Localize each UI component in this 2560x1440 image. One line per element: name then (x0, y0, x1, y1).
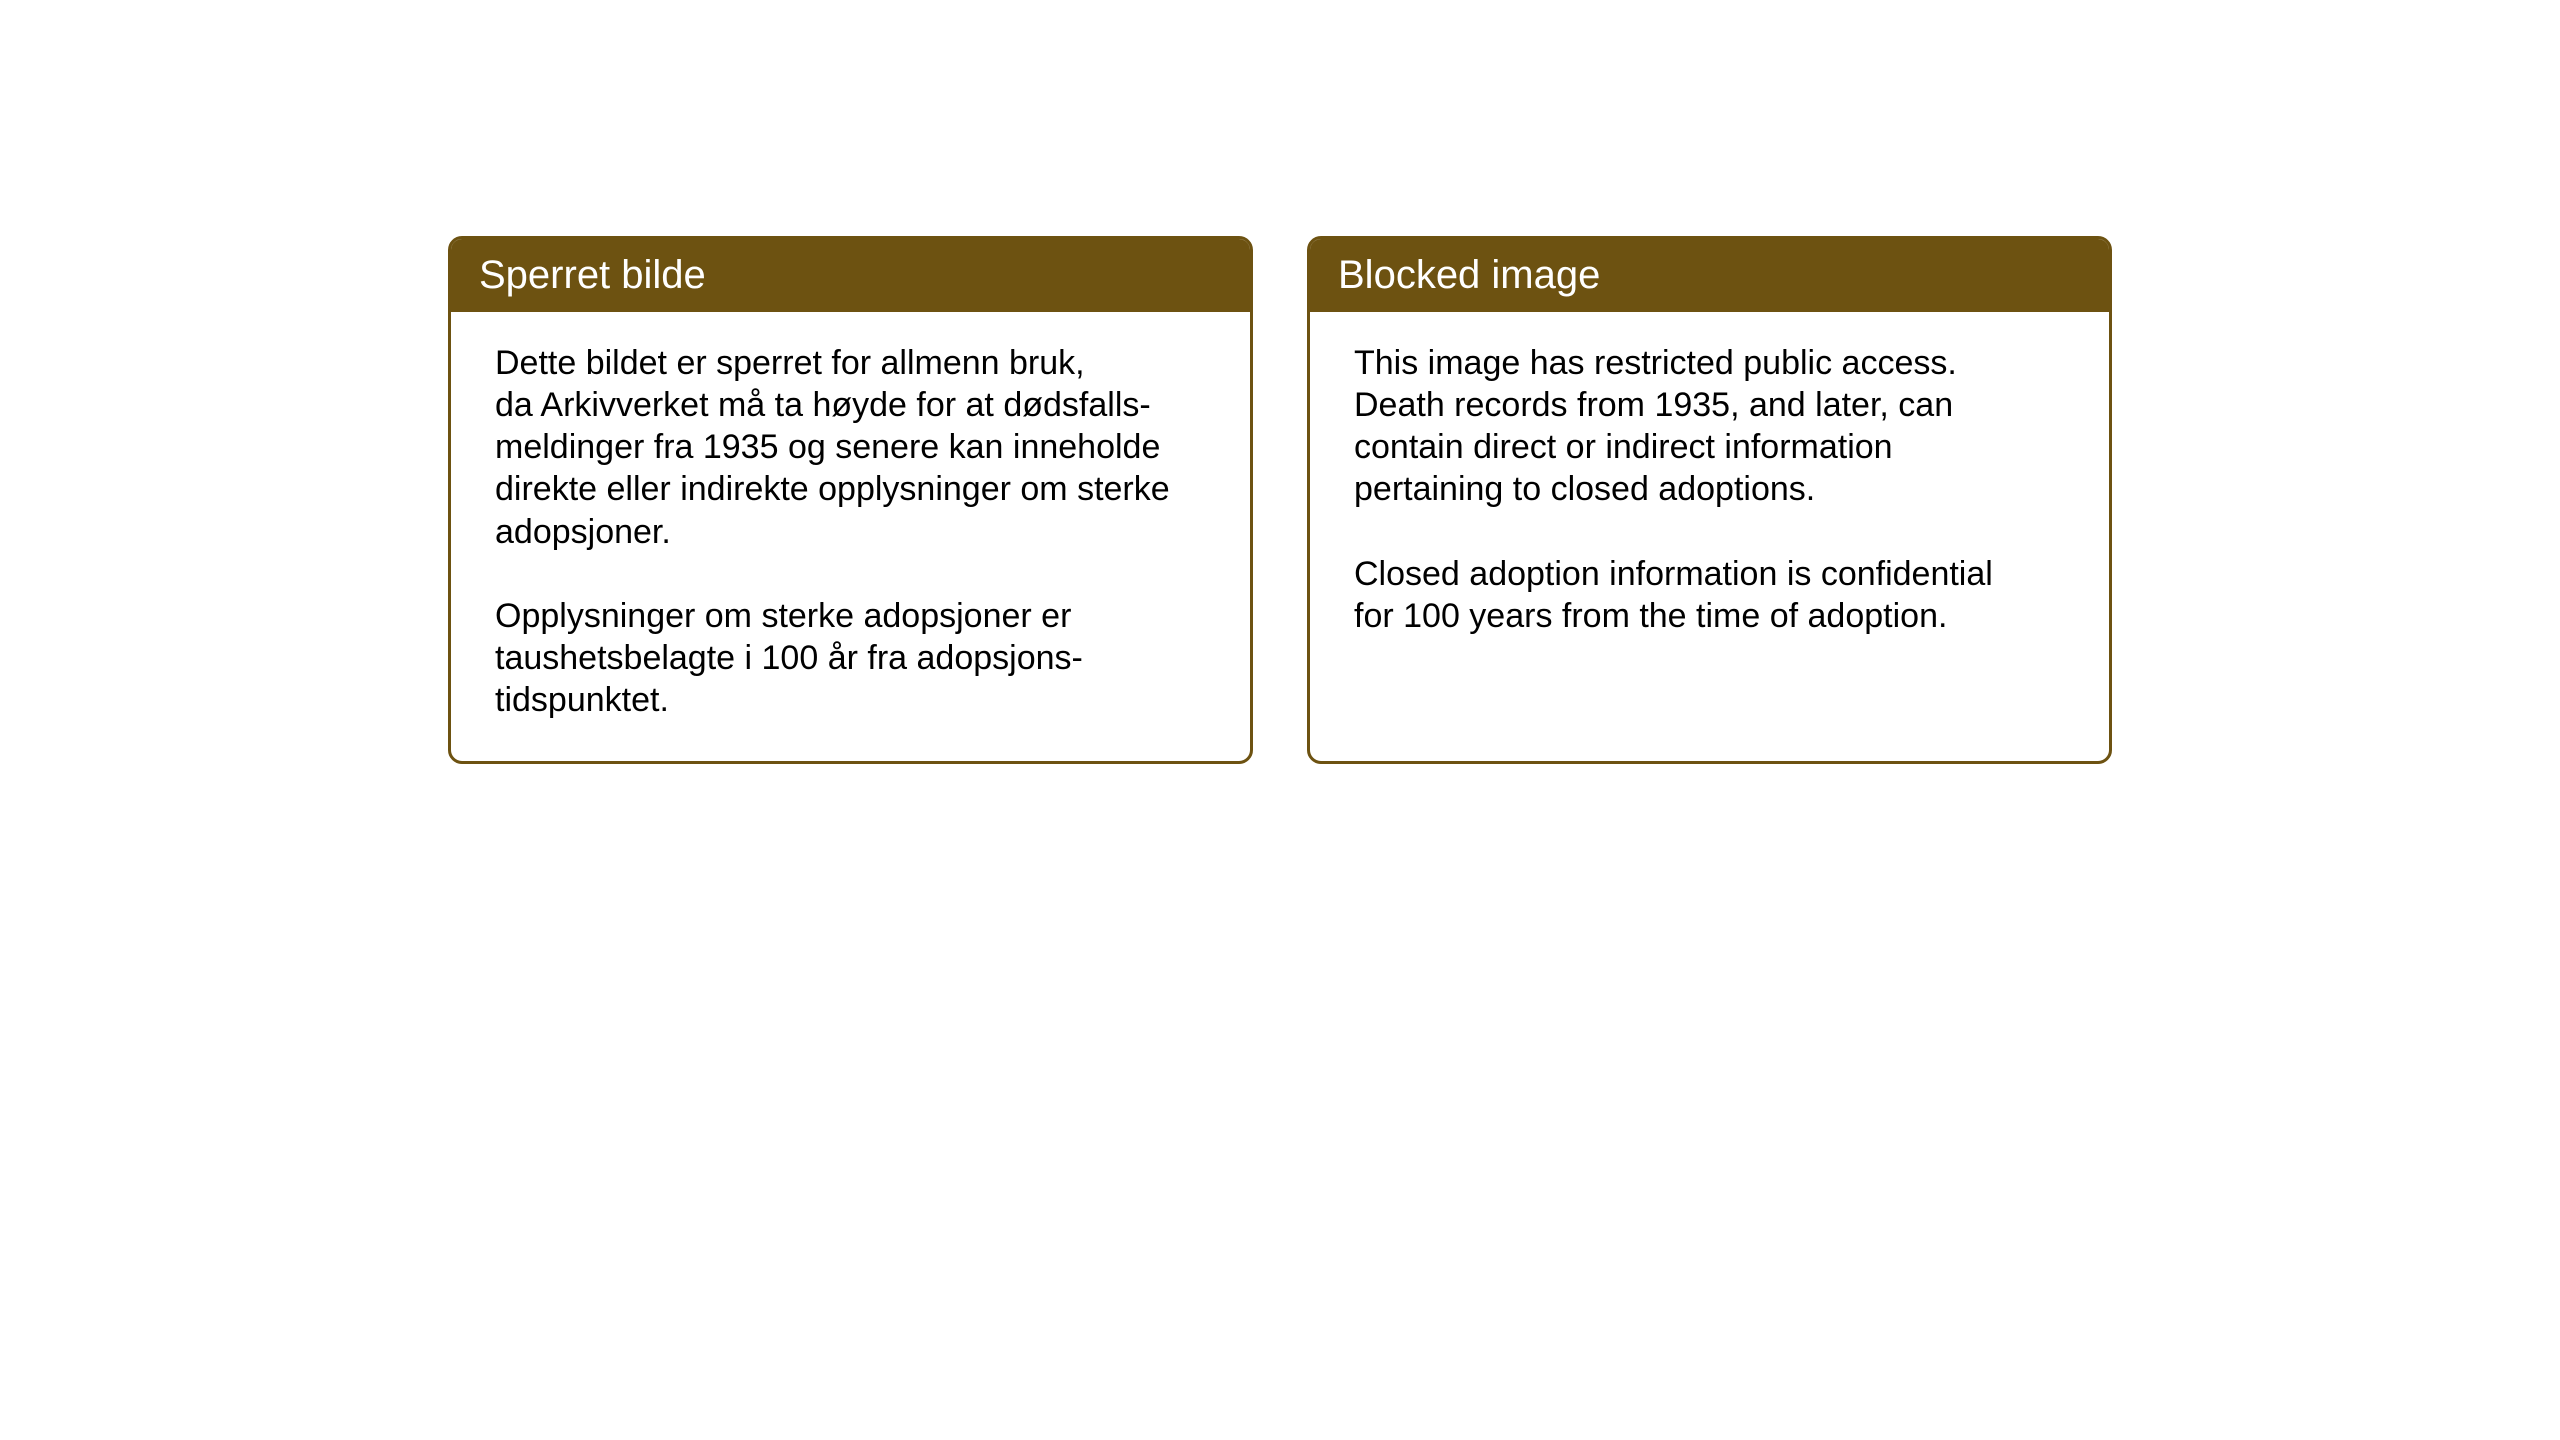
cards-container: Sperret bilde Dette bildet er sperret fo… (448, 236, 2112, 764)
english-paragraph-1: This image has restricted public access.… (1354, 342, 2065, 511)
english-card-body: This image has restricted public access.… (1310, 312, 2109, 732)
norwegian-paragraph-2: Opplysninger om sterke adopsjoner ertaus… (495, 595, 1206, 721)
norwegian-paragraph-1: Dette bildet er sperret for allmenn bruk… (495, 342, 1206, 553)
norwegian-card: Sperret bilde Dette bildet er sperret fo… (448, 236, 1253, 764)
norwegian-card-title: Sperret bilde (479, 253, 706, 297)
english-card-header: Blocked image (1310, 239, 2109, 312)
norwegian-card-body: Dette bildet er sperret for allmenn bruk… (451, 312, 1250, 761)
english-card: Blocked image This image has restricted … (1307, 236, 2112, 764)
norwegian-card-header: Sperret bilde (451, 239, 1250, 312)
english-card-title: Blocked image (1338, 253, 1600, 297)
english-paragraph-2: Closed adoption information is confident… (1354, 553, 2065, 637)
